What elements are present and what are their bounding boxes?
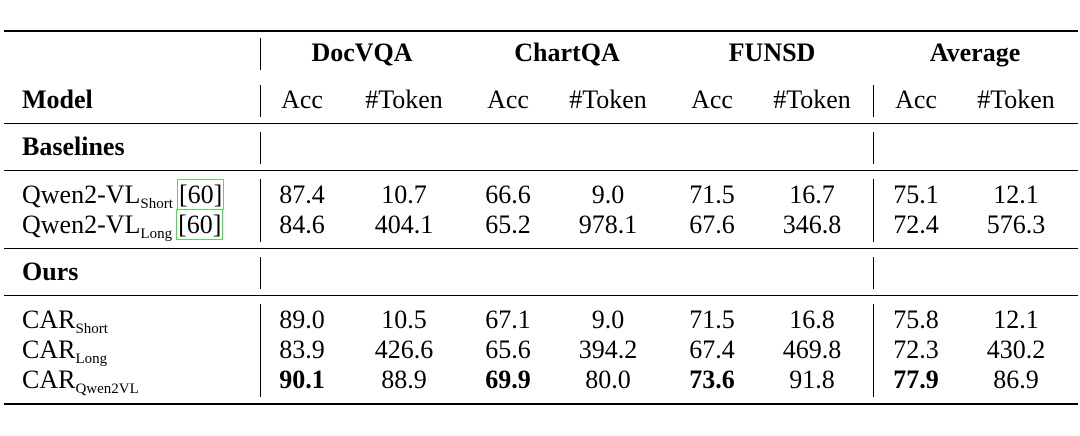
- table-cell: 67.1: [485, 305, 531, 334]
- model-name: Qwen2-VLShort [60]: [22, 179, 225, 214]
- table-cell: 404.1: [374, 210, 434, 239]
- group-header-average: Average: [929, 38, 1021, 67]
- table-cell: 88.9: [381, 365, 427, 394]
- model-variant: Qwen2VL: [75, 381, 139, 397]
- column-separator: [873, 304, 874, 397]
- sub-header: #Token: [977, 85, 1055, 114]
- column-separator: [260, 257, 261, 289]
- model-name: CARLong: [22, 335, 107, 369]
- table-cell: 12.1: [993, 180, 1039, 209]
- table-cell: 84.6: [279, 210, 325, 239]
- table-cell: 86.9: [993, 365, 1039, 394]
- table-cell: 65.6: [485, 335, 531, 364]
- table-cell: 394.2: [578, 335, 638, 364]
- table-cell: 80.0: [585, 365, 631, 394]
- table-cell: 72.3: [893, 335, 939, 364]
- header-rule: [4, 123, 1078, 124]
- table-cell-best: 77.9: [893, 365, 939, 394]
- model-variant: Short: [140, 196, 173, 212]
- model-base: CAR: [22, 365, 76, 394]
- citation-link[interactable]: [60]: [176, 179, 225, 210]
- table-cell: 75.1: [893, 180, 939, 209]
- table-cell: 67.4: [689, 335, 735, 364]
- sub-header: Acc: [487, 85, 529, 114]
- table-cell: 16.8: [789, 305, 835, 334]
- table-cell: 978.1: [578, 210, 638, 239]
- model-base: Qwen2-VL: [22, 180, 141, 209]
- table-cell: 89.0: [279, 305, 325, 334]
- bottom-rule: [4, 403, 1078, 405]
- ours-rule: [4, 295, 1078, 296]
- table-cell: 75.8: [893, 305, 939, 334]
- table-cell: 346.8: [782, 210, 842, 239]
- model-base: CAR: [22, 305, 76, 334]
- table-cell: 67.6: [689, 210, 735, 239]
- table-cell: 426.6: [374, 335, 434, 364]
- sub-header: Acc: [691, 85, 733, 114]
- sub-header: Acc: [281, 85, 323, 114]
- table-cell: 576.3: [986, 210, 1046, 239]
- column-separator: [873, 257, 874, 289]
- table-cell: 10.5: [381, 305, 427, 334]
- table-cell: 72.4: [893, 210, 939, 239]
- table-cell: 71.5: [689, 180, 735, 209]
- model-variant: Long: [75, 351, 108, 367]
- ours-section-rule: [4, 248, 1078, 249]
- sub-header: #Token: [569, 85, 647, 114]
- model-name: CARShort: [22, 305, 108, 339]
- group-header-docvqa: DocVQA: [311, 38, 413, 67]
- table-cell: 91.8: [789, 365, 835, 394]
- table-cell: 87.4: [279, 180, 325, 209]
- column-separator: [260, 38, 261, 70]
- column-separator: [873, 179, 874, 242]
- section-title-ours: Ours: [22, 257, 79, 286]
- column-separator: [260, 179, 261, 242]
- group-header-funsd: FUNSD: [728, 38, 816, 67]
- table-cell-best: 69.9: [485, 365, 531, 394]
- table-cell: 65.2: [485, 210, 531, 239]
- model-name: Qwen2-VLLong [60]: [22, 209, 224, 244]
- model-base: Qwen2-VL: [22, 210, 141, 239]
- table-cell: 66.6: [485, 180, 531, 209]
- table-cell: 83.9: [279, 335, 325, 364]
- baselines-rule: [4, 170, 1078, 171]
- table-cell-best: 90.1: [279, 365, 325, 394]
- column-separator: [873, 132, 874, 164]
- table-cell: 469.8: [782, 335, 842, 364]
- sub-header: #Token: [773, 85, 851, 114]
- table-cell: 430.2: [986, 335, 1046, 364]
- column-separator: [260, 132, 261, 164]
- citation-link[interactable]: [60]: [176, 209, 224, 240]
- table-cell-best: 73.6: [689, 365, 735, 394]
- model-base: CAR: [22, 335, 76, 364]
- top-rule: [4, 30, 1078, 32]
- column-separator: [873, 85, 874, 117]
- column-separator: [260, 85, 261, 117]
- table-cell: 12.1: [993, 305, 1039, 334]
- model-variant: Short: [75, 321, 108, 337]
- table-cell: 71.5: [689, 305, 735, 334]
- table-cell: 10.7: [381, 180, 427, 209]
- section-title-baselines: Baselines: [22, 132, 125, 161]
- table-cell: 16.7: [789, 180, 835, 209]
- group-header-chartqa: ChartQA: [514, 38, 620, 67]
- model-variant: Long: [140, 226, 173, 242]
- sub-header: Acc: [895, 85, 937, 114]
- model-name: CARQwen2VL: [22, 365, 139, 399]
- table-cell: 9.0: [591, 305, 625, 334]
- column-separator: [260, 304, 261, 397]
- sub-header: #Token: [365, 85, 443, 114]
- table-cell: 9.0: [591, 180, 625, 209]
- model-column-header: Model: [22, 85, 93, 114]
